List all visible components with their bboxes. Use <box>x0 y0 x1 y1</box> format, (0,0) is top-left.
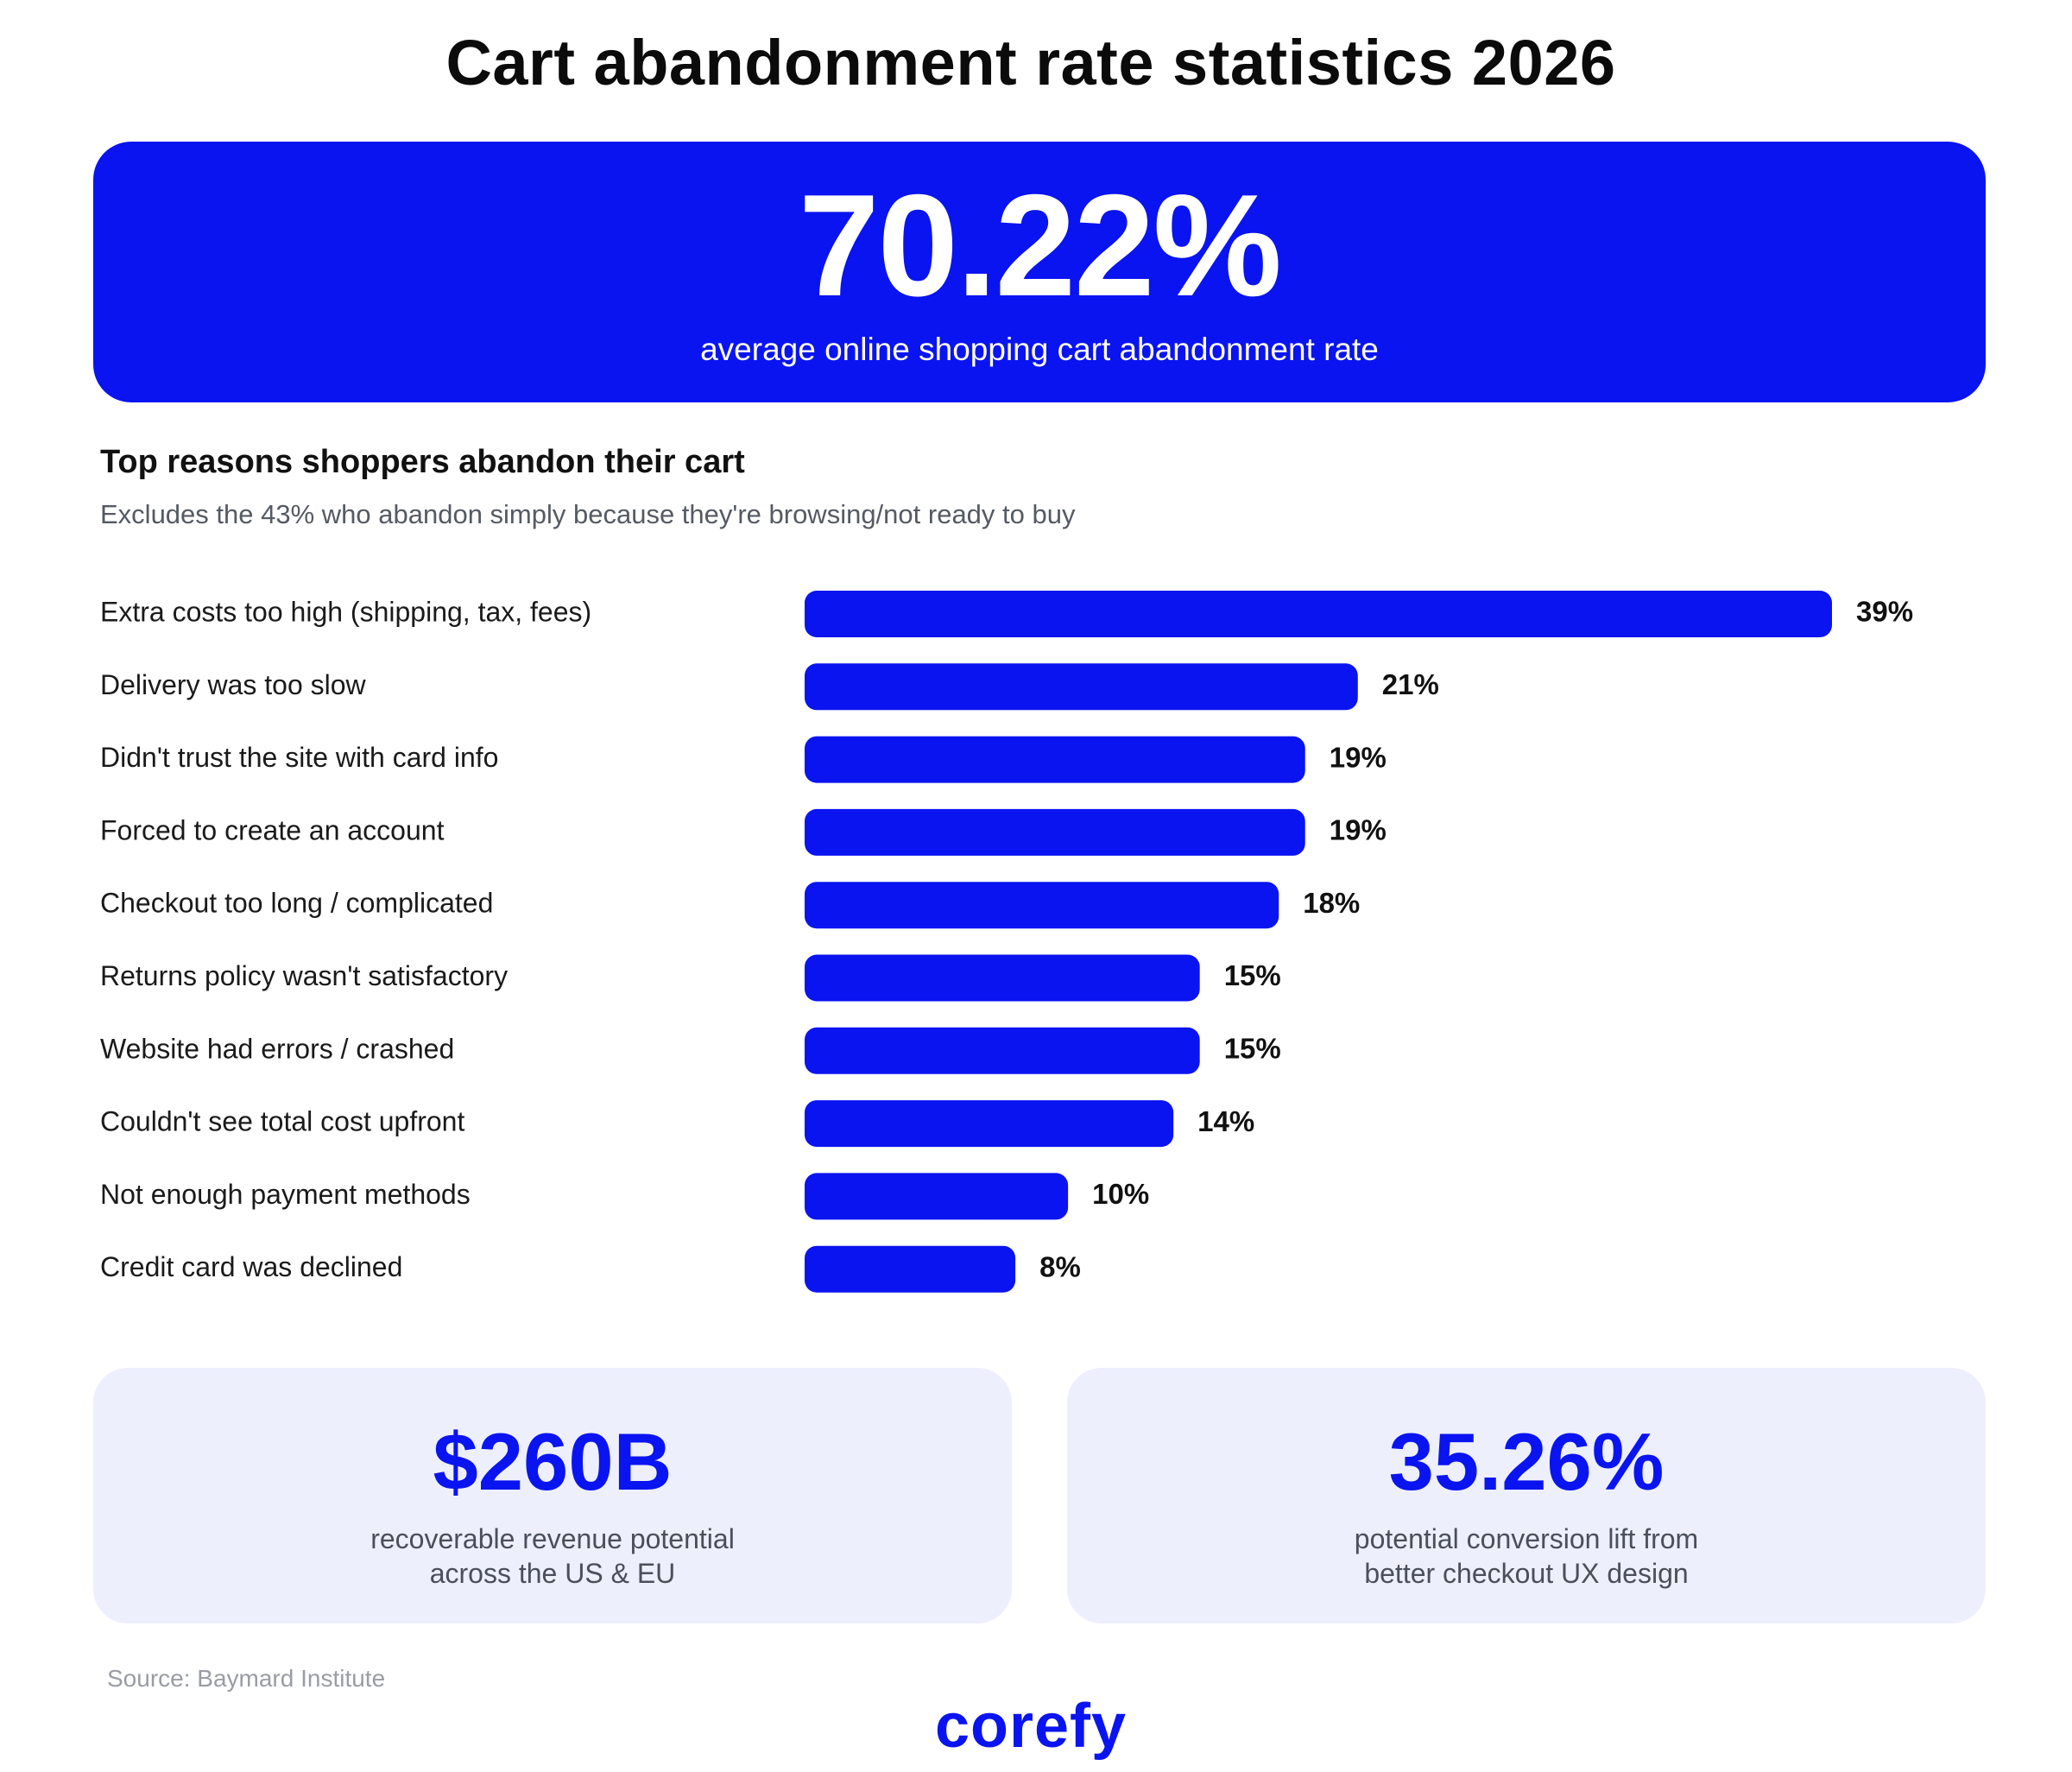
bar-value-label: 8% <box>1039 1250 1081 1282</box>
hero-banner: 70.22% average online shopping cart aban… <box>93 142 1986 402</box>
stat-card-caption-line: recoverable revenue potential <box>370 1523 735 1554</box>
stat-card-value: 35.26% <box>1388 1416 1665 1507</box>
bar <box>805 954 1200 1002</box>
bar-value-label: 19% <box>1330 814 1387 846</box>
brand-logo: corefy <box>934 1692 1128 1761</box>
bar-category-label: Couldn't see total cost upfront <box>100 1106 464 1137</box>
reasons-bar-chart: Extra costs too high (shipping, tax, fee… <box>100 591 1913 1293</box>
stat-card-caption-line: across the US & EU <box>429 1558 676 1589</box>
bar-category-label: Forced to create an account <box>100 814 445 845</box>
bar <box>805 808 1305 856</box>
stat-card-caption: potential conversion lift from better ch… <box>1067 1522 1986 1591</box>
bar <box>805 1027 1200 1074</box>
bar-value-label: 10% <box>1092 1178 1149 1210</box>
bar <box>805 1245 1016 1293</box>
bar-value-label: 14% <box>1197 1105 1254 1137</box>
bar-category-label: Not enough payment methods <box>100 1179 471 1210</box>
hero-value: 70.22% <box>799 164 1282 326</box>
stat-card-value: $260B <box>433 1416 673 1507</box>
source-note: Source: Baymard Institute <box>107 1665 386 1692</box>
stat-card-caption-line: potential conversion lift from <box>1354 1523 1699 1554</box>
stat-card-caption-line: better checkout UX design <box>1364 1558 1689 1589</box>
bar-category-label: Delivery was too slow <box>100 669 367 700</box>
bar <box>805 1173 1069 1220</box>
bar-value-label: 19% <box>1330 741 1387 773</box>
bar-category-label: Credit card was declined <box>100 1251 402 1282</box>
bar-value-label: 39% <box>1856 596 1913 628</box>
bar <box>805 882 1279 929</box>
chart-subtitle: Excludes the 43% who abandon simply beca… <box>100 499 1076 529</box>
bar-value-label: 15% <box>1224 1033 1281 1065</box>
bar <box>805 736 1305 783</box>
bar-category-label: Checkout too long / complicated <box>100 888 493 919</box>
bar <box>805 1100 1174 1148</box>
chart-title: Top reasons shoppers abandon their cart <box>100 444 745 480</box>
bar-category-label: Returns policy wasn't satisfactory <box>100 960 508 991</box>
stat-card-revenue: $260B recoverable revenue potential acro… <box>93 1368 1012 1623</box>
bar-value-label: 21% <box>1382 668 1439 700</box>
bar-category-label: Website had errors / crashed <box>100 1033 454 1064</box>
bar-value-label: 15% <box>1224 959 1281 991</box>
stat-card-conversion: 35.26% potential conversion lift from be… <box>1067 1368 1986 1623</box>
hero-caption: average online shopping cart abandonment… <box>700 332 1379 367</box>
bar <box>805 591 1832 637</box>
page-title: Cart abandonment rate statistics 2026 <box>445 27 1616 98</box>
bar-category-label: Didn't trust the site with card info <box>100 742 498 773</box>
bar-value-label: 18% <box>1303 887 1360 919</box>
bar-category-label: Extra costs too high (shipping, tax, fee… <box>100 596 591 627</box>
stat-card-caption: recoverable revenue potential across the… <box>93 1522 1012 1591</box>
bar <box>805 663 1358 711</box>
